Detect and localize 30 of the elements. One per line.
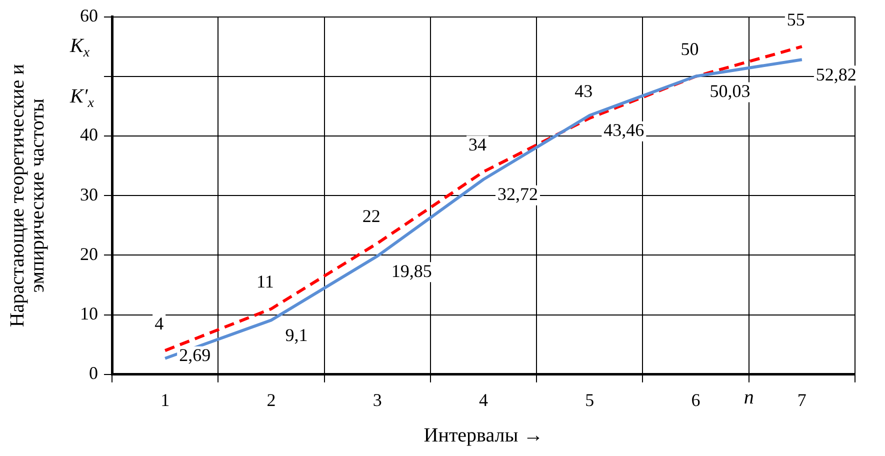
x-tick-label: 2 [266, 390, 276, 410]
data-label: 11 [256, 272, 274, 292]
data-label: 9,1 [285, 324, 308, 345]
y-tick-label: 60 [80, 6, 98, 26]
y-axis-title: Нарастающие теоретические и эмпирические частоты [6, 64, 48, 328]
y-tick-label: 30 [80, 184, 98, 204]
y-tick-label: 40 [80, 124, 98, 145]
data-label: 2,69 [179, 345, 211, 366]
x-tick-label: 3 [372, 390, 382, 410]
x-tick-label: 7 [797, 390, 806, 410]
data-label: 19,85 [391, 260, 432, 281]
data-label: 43 [574, 80, 593, 101]
x-tick-label: 5 [585, 390, 594, 410]
data-label: 43,46 [604, 120, 644, 140]
data-label: 55 [786, 9, 805, 30]
y-tick-label: 0 [89, 363, 98, 384]
text: n [744, 386, 754, 409]
data-label: 50 [680, 39, 699, 60]
data-label: 50,03 [710, 80, 750, 101]
data-label: 22 [362, 206, 380, 226]
data-label: 34 [468, 134, 486, 154]
x-tick-label: 6 [691, 390, 700, 410]
y-tick-label: 10 [80, 304, 98, 324]
data-label: 4 [154, 313, 164, 334]
data-label: 52,82 [816, 64, 856, 84]
x-tick-label: 4 [479, 390, 488, 410]
x-axis-title: Интервалы → [424, 424, 544, 446]
y-tick-label: 20 [80, 244, 98, 264]
x-tick-label: 1 [160, 390, 170, 410]
data-label: 32,72 [498, 184, 538, 204]
